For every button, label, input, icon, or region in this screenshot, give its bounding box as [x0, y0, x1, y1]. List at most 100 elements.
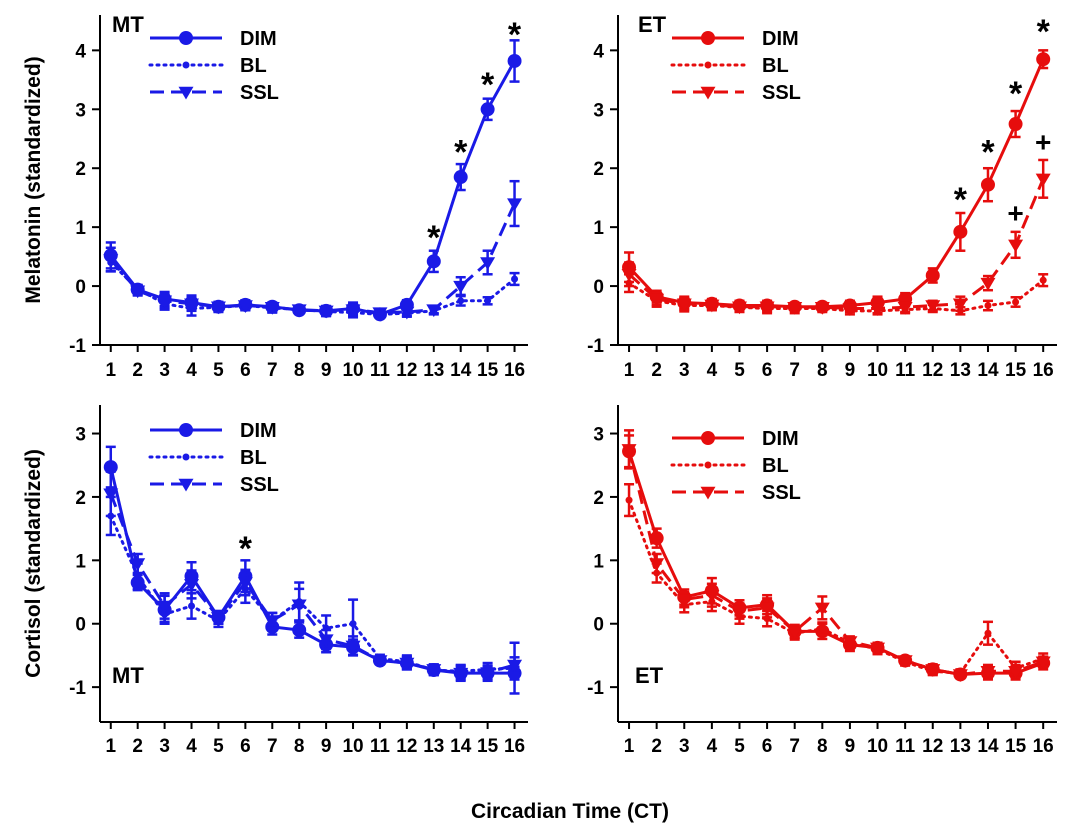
data-point: [1039, 276, 1047, 284]
data-point: [184, 579, 200, 592]
data-point: [480, 667, 496, 681]
legend-label: BL: [240, 447, 267, 469]
y-tick-label: -1: [69, 678, 86, 699]
significance-marker: +: [1035, 127, 1051, 158]
data-point: [184, 298, 200, 312]
y-axis-title: Melatonin (standardized): [22, 56, 45, 303]
data-point: [759, 602, 775, 616]
x-tick-label: 2: [651, 360, 662, 381]
x-tick-label: 16: [504, 736, 525, 757]
significance-marker: *: [981, 134, 995, 172]
data-point: [814, 602, 830, 616]
data-point: [759, 301, 775, 315]
legend-marker: [179, 423, 193, 437]
data-point: [1012, 298, 1020, 306]
x-tick-label: 15: [477, 736, 499, 757]
data-point: [731, 605, 747, 619]
x-tick-label: 2: [132, 736, 143, 757]
series-bl: [624, 483, 1049, 679]
x-tick-label: 4: [707, 360, 718, 381]
data-point: [1036, 52, 1051, 67]
data-point: [264, 615, 280, 629]
x-tick-label: 16: [504, 360, 525, 381]
x-tick-label: 3: [679, 736, 690, 757]
x-tick-label: 14: [450, 736, 472, 757]
x-tick-label: 14: [977, 736, 999, 757]
data-point: [649, 531, 664, 546]
data-point: [291, 599, 307, 613]
x-tick-label: 3: [159, 360, 170, 381]
x-tick-label: 13: [423, 360, 444, 381]
x-tick-label: 2: [651, 736, 662, 757]
significance-marker: *: [454, 134, 468, 172]
data-point: [130, 285, 146, 299]
x-tick-label: 9: [845, 360, 856, 381]
series-line: [109, 493, 515, 675]
data-point: [103, 254, 119, 268]
data-point: [925, 300, 941, 314]
legend-marker: [179, 31, 193, 45]
y-tick-label: -1: [587, 678, 604, 699]
data-point: [952, 298, 968, 312]
legend-marker: [700, 486, 716, 500]
data-point: [731, 301, 747, 315]
y-tick-label: 2: [593, 159, 604, 180]
y-tick-label: 1: [75, 551, 86, 572]
data-point: [453, 170, 468, 185]
series-line: [627, 58, 1045, 309]
data-point: [453, 280, 469, 294]
x-tick-label: 15: [1005, 360, 1027, 381]
y-tick-label: 2: [75, 488, 86, 509]
data-point: [897, 655, 913, 669]
data-point: [621, 444, 637, 457]
data-point: [291, 304, 307, 318]
x-tick-label: 3: [679, 360, 690, 381]
x-tick-label: 9: [321, 736, 332, 757]
x-tick-label: 14: [450, 360, 472, 381]
y-tick-label: 0: [75, 277, 86, 298]
x-tick-label: 2: [132, 360, 143, 381]
y-tick-label: 2: [593, 488, 604, 509]
data-point: [980, 666, 996, 679]
data-point: [426, 664, 442, 677]
legend-marker: [704, 461, 712, 469]
significance-marker: *: [239, 530, 253, 568]
y-tick-label: 3: [75, 100, 86, 121]
data-point: [157, 295, 173, 309]
x-tick-label: 16: [1033, 360, 1054, 381]
legend-label: BL: [762, 55, 789, 77]
data-point: [984, 302, 992, 310]
data-point: [426, 304, 442, 318]
y-tick-label: -1: [69, 336, 86, 357]
y-tick-label: 3: [593, 100, 604, 121]
significance-marker: +: [1007, 197, 1023, 228]
series-ssl: [103, 470, 523, 681]
legend-label: BL: [240, 55, 267, 77]
series-line: [627, 449, 1044, 676]
data-point: [870, 642, 886, 656]
data-point: [649, 293, 665, 307]
legend-marker: [704, 61, 712, 69]
legend-marker: [182, 453, 190, 461]
x-tick-label: 8: [294, 360, 305, 381]
x-tick-label: 12: [396, 360, 417, 381]
y-tick-label: 1: [593, 218, 604, 239]
data-point: [345, 640, 361, 654]
x-tick-label: 10: [342, 360, 363, 381]
x-tick-label: 5: [734, 360, 745, 381]
y-tick-label: 3: [75, 425, 86, 446]
x-tick-label: 12: [922, 360, 943, 381]
data-point: [1008, 117, 1023, 132]
y-tick-label: 1: [593, 551, 604, 572]
data-point: [897, 302, 913, 315]
x-tick-label: 11: [370, 360, 391, 381]
data-point: [372, 655, 388, 669]
panel-label: ET: [638, 12, 667, 37]
y-axis-title: Cortisol (standardized): [22, 449, 45, 678]
legend-label: DIM: [762, 28, 799, 50]
data-point: [676, 298, 692, 312]
x-tick-label: 8: [817, 736, 828, 757]
series-ssl: [621, 158, 1051, 316]
